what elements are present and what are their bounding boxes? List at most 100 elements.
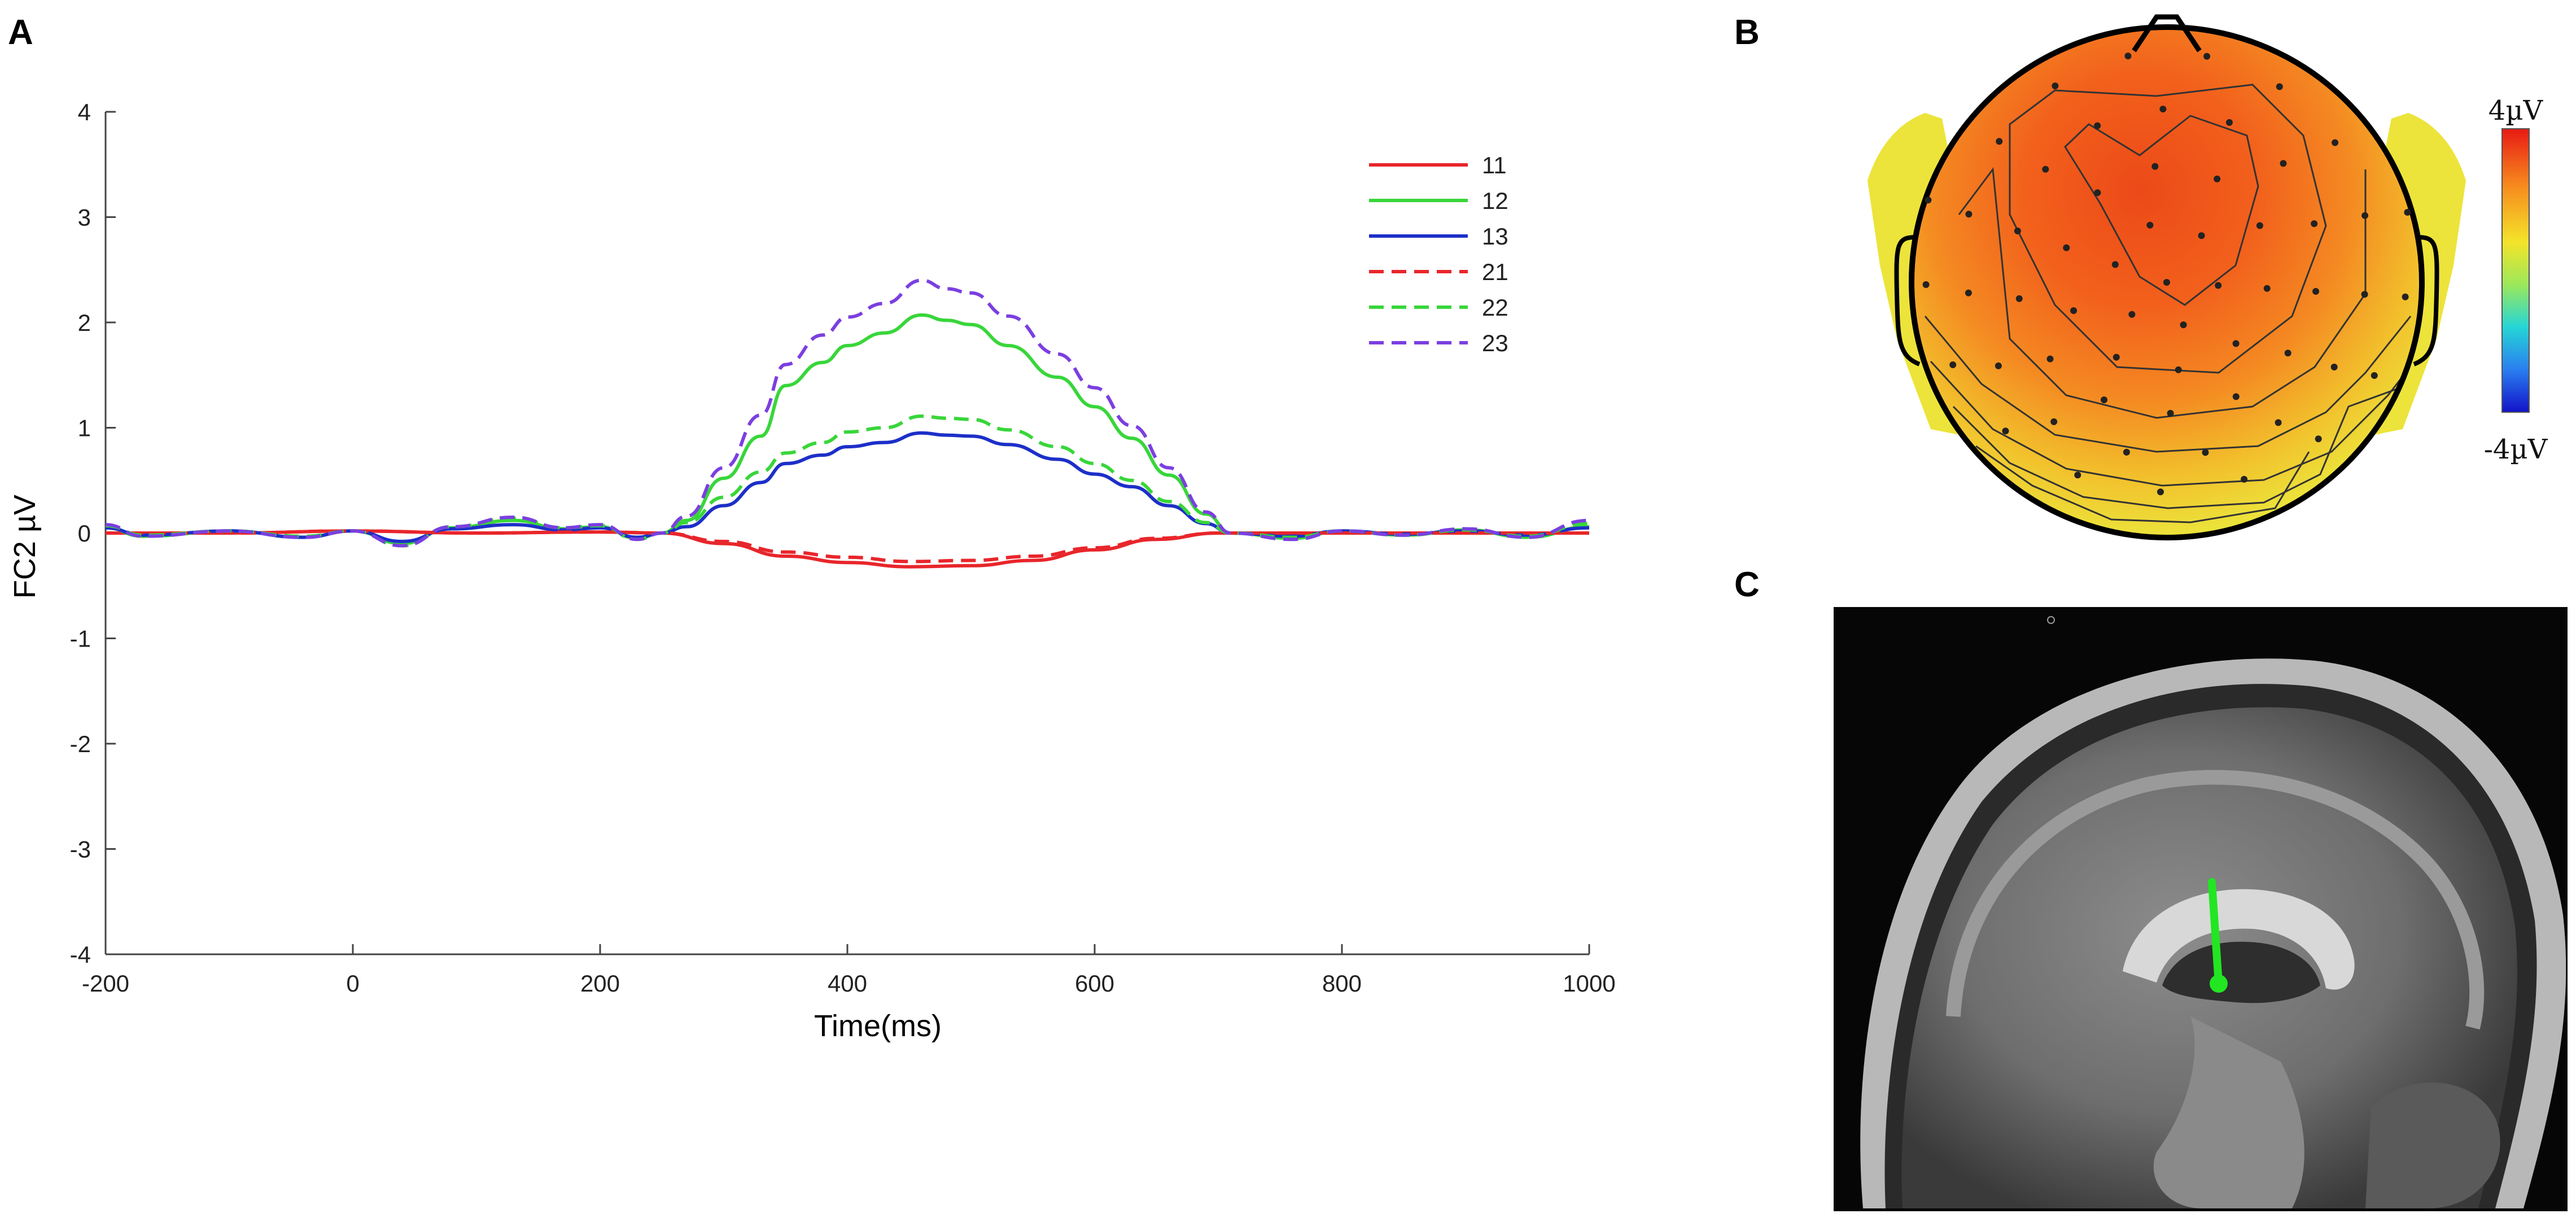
colorbar (2501, 128, 2530, 413)
electrode-dot (2050, 418, 2058, 425)
panel-label-b: B (1734, 13, 1760, 52)
electrode-dot (1922, 281, 1930, 288)
electrode-dot (2214, 175, 2221, 182)
chart-series-group (105, 278, 1590, 569)
mri-sagittal-image (1834, 607, 2568, 1211)
electrode-dot (2159, 106, 2167, 113)
electrode-dot (2124, 53, 2132, 60)
electrode-dot (2361, 291, 2368, 298)
electrode-dot (2232, 340, 2240, 347)
electrode-dot (2151, 163, 2159, 170)
corpus-callosum (2123, 889, 2355, 990)
y-tick-label: 2 (78, 309, 91, 336)
y-tick-label: -1 (70, 626, 91, 652)
electrode-dot (2332, 139, 2339, 146)
scalp-topography: 4µV -4µV (1868, 14, 2548, 540)
electrode-points (1922, 53, 2411, 496)
electrode-dot (2198, 232, 2205, 239)
y-tick-label: 4 (78, 99, 91, 125)
colorbar-max-label: 4µV (2488, 95, 2544, 126)
electrode-dot (2123, 448, 2130, 456)
y-tick-label: 1 (78, 415, 91, 442)
electrode-dot (2094, 189, 2101, 197)
y-tick-label: -3 (70, 836, 91, 863)
electrode-dot (1925, 197, 1932, 204)
head-outline (1909, 24, 2425, 540)
dipole-source-dot (2210, 975, 2228, 993)
electrode-dot (2157, 488, 2164, 496)
legend-label-22: 22 (1482, 294, 1508, 321)
y-tick-label: -4 (70, 941, 91, 968)
electrode-dot (2404, 209, 2411, 216)
dipole-line (2208, 878, 2223, 988)
electrode-dot (1965, 211, 1973, 218)
x-axis-title: Time(ms) (814, 1009, 942, 1043)
x-tick-label: -200 (82, 970, 129, 997)
electrode-dot (2015, 295, 2023, 302)
legend-label-23: 23 (1482, 330, 1508, 356)
electrode-dot (2284, 350, 2291, 357)
electrode-dot (2111, 261, 2119, 268)
x-tick-label: 600 (1075, 970, 1114, 997)
y-tick-label: 3 (78, 204, 91, 231)
electrode-dot (2275, 419, 2282, 426)
electrode-dot (2046, 355, 2054, 363)
left-ear (1894, 235, 1921, 366)
electrode-dot (2063, 244, 2070, 251)
series-line-12 (105, 313, 1590, 545)
series-line-22 (105, 414, 1590, 548)
electrode-dot (2128, 311, 2136, 318)
electrode-dot (2163, 279, 2170, 286)
electrode-dot (2361, 212, 2369, 219)
electrode-dot (2263, 285, 2271, 292)
series-line-11 (106, 529, 1589, 569)
nose-outline (2132, 14, 2202, 53)
x-tick-label: 200 (580, 970, 620, 997)
electrode-dot (2232, 393, 2240, 400)
series-line-13 (105, 431, 1590, 543)
y-tick-label: -2 (70, 731, 91, 757)
electrode-dot (2256, 222, 2263, 229)
electrode-dot (2312, 288, 2320, 295)
colorbar-min-label: -4µV (2484, 434, 2548, 465)
panel-label-c: C (1734, 565, 1760, 604)
marker-circle (2047, 616, 2055, 624)
electrode-dot (2094, 122, 2101, 129)
electrode-dot (2180, 321, 2187, 329)
series-line-23 (105, 278, 1590, 548)
electrode-dot (2167, 409, 2174, 417)
x-tick-label: 1000 (1563, 970, 1615, 997)
cerebellum (2365, 1082, 2500, 1208)
electrode-dot (2202, 449, 2209, 456)
electrode-dot (2175, 366, 2182, 373)
electrode-dot (1995, 362, 2002, 369)
legend-label-11: 11 (1482, 152, 1507, 178)
electrode-dot (2014, 228, 2021, 234)
brainstem (2153, 1016, 2304, 1208)
series-line-21 (106, 529, 1589, 564)
topo-contours (1924, 84, 2422, 523)
y-tick-label: 0 (78, 520, 91, 547)
electrode-dot (1996, 138, 2003, 145)
electrode-dot (2101, 396, 2107, 404)
legend-label-12: 12 (1482, 187, 1508, 214)
right-ear (2413, 235, 2439, 366)
electrode-dot (2402, 293, 2409, 300)
ventricle (2162, 941, 2320, 1003)
legend-label-13: 13 (1482, 223, 1508, 250)
x-tick-label: 800 (1322, 970, 1362, 997)
electrode-dot (2330, 364, 2338, 370)
electrode-dot (2042, 165, 2049, 173)
electrode-dot (2311, 220, 2318, 228)
electrode-dot (2146, 221, 2154, 229)
electrode-dot (2052, 82, 2059, 90)
electrode-dot (1965, 289, 1972, 296)
electrode-dot (2203, 53, 2211, 60)
electrode-dot (2070, 307, 2078, 315)
electrode-dot (2226, 119, 2233, 126)
electrode-dot (2113, 353, 2120, 361)
y-axis-title: FC2 µV (8, 495, 42, 599)
x-tick-label: 400 (828, 970, 867, 997)
